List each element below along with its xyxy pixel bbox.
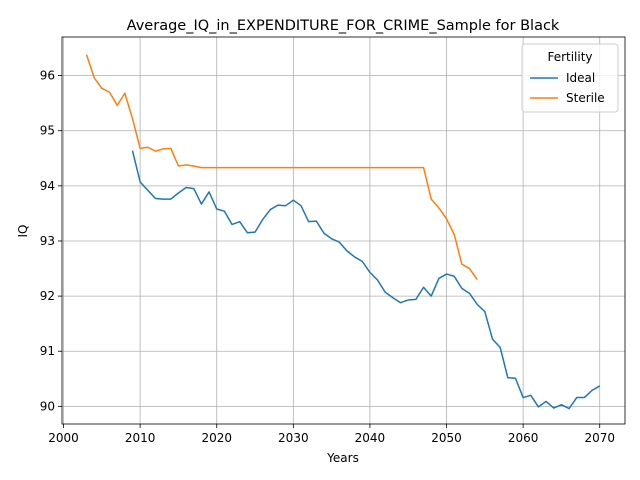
y-tick-label: 90 [40, 399, 55, 413]
legend-box [521, 43, 619, 113]
x-tick-label: 2000 [48, 431, 79, 445]
y-axis-ticks: 90 91 92 93 94 95 96 [40, 69, 62, 413]
x-tick-label: 2020 [201, 431, 232, 445]
y-tick-label: 95 [40, 124, 55, 138]
legend-label-sterile: Sterile [566, 91, 605, 105]
series-line-sterile [85, 54, 478, 280]
x-tick-label: 2070 [584, 431, 615, 445]
x-axis-ticks: 2000 2010 2020 2030 2040 2050 2060 2070 [48, 424, 615, 445]
y-tick-label: 96 [40, 69, 55, 83]
x-tick-label: 2050 [431, 431, 462, 445]
x-tick-label: 2040 [355, 431, 386, 445]
legend: Fertility Ideal Sterile [521, 43, 619, 113]
y-tick-label: 92 [40, 289, 55, 303]
plot-area-frame [61, 36, 626, 425]
legend-label-ideal: Ideal [566, 71, 595, 85]
y-axis-label: IQ [16, 225, 30, 238]
y-tick-label: 94 [40, 179, 55, 193]
x-tick-label: 2010 [125, 431, 156, 445]
y-tick-label: 93 [40, 234, 55, 248]
x-tick-label: 2030 [278, 431, 309, 445]
y-tick-label: 91 [40, 344, 55, 358]
series-line-ideal [131, 150, 601, 410]
x-axis-label: Years [326, 451, 359, 465]
legend-title: Fertility [547, 50, 592, 64]
series-layer [85, 54, 601, 410]
x-tick-label: 2060 [508, 431, 539, 445]
chart-title: Average_IQ_in_EXPENDITURE_FOR_CRIME_Samp… [127, 18, 560, 34]
